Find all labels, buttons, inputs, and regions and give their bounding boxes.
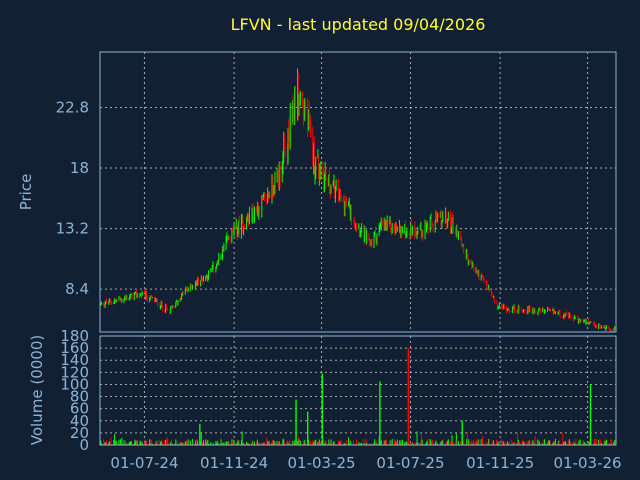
chart-title: LFVN - last updated 09/04/2026 xyxy=(231,15,486,34)
volume-grid xyxy=(100,335,616,446)
price-y-ticks: 22.8 18 13.2 8.4 xyxy=(56,98,89,298)
x-ticks: 01-07-24 01-11-24 01-03-25 01-07-25 01-11-25… xyxy=(110,454,621,472)
x-tick-label: 01-11-25 xyxy=(466,454,534,472)
price-tick-label: 22.8 xyxy=(56,98,89,116)
volume-panel-frame xyxy=(99,335,617,446)
volume-tick-label: 40 xyxy=(70,412,89,430)
volume-axis-label: Volume (0000) xyxy=(28,335,46,445)
price-panel-frame xyxy=(99,51,617,333)
volume-tick-label: 60 xyxy=(70,400,89,418)
price-tick-label: 13.2 xyxy=(56,220,89,238)
x-tick-label: 01-03-26 xyxy=(554,454,622,472)
x-tick-label: 01-03-25 xyxy=(288,454,356,472)
price-grid xyxy=(100,52,616,332)
volume-tick-label: 20 xyxy=(70,424,89,442)
price-axis-label: Price xyxy=(17,174,35,211)
x-tick-label: 01-07-24 xyxy=(110,454,178,472)
volume-bars xyxy=(99,348,617,445)
volume-tick-label: 140 xyxy=(60,351,89,369)
price-tick-label: 8.4 xyxy=(65,280,89,298)
x-tick-label: 01-11-24 xyxy=(200,454,268,472)
price-candles xyxy=(99,68,617,333)
volume-tick-label: 160 xyxy=(60,339,89,357)
price-tick-label: 18 xyxy=(70,159,89,177)
volume-tick-label: 100 xyxy=(60,375,89,393)
volume-tick-label: 80 xyxy=(70,388,89,406)
volume-tick-label: 120 xyxy=(60,363,89,381)
volume-tick-label: 0 xyxy=(79,436,89,454)
x-tick-label: 01-07-25 xyxy=(376,454,444,472)
volume-tick-label: 180 xyxy=(60,327,89,345)
